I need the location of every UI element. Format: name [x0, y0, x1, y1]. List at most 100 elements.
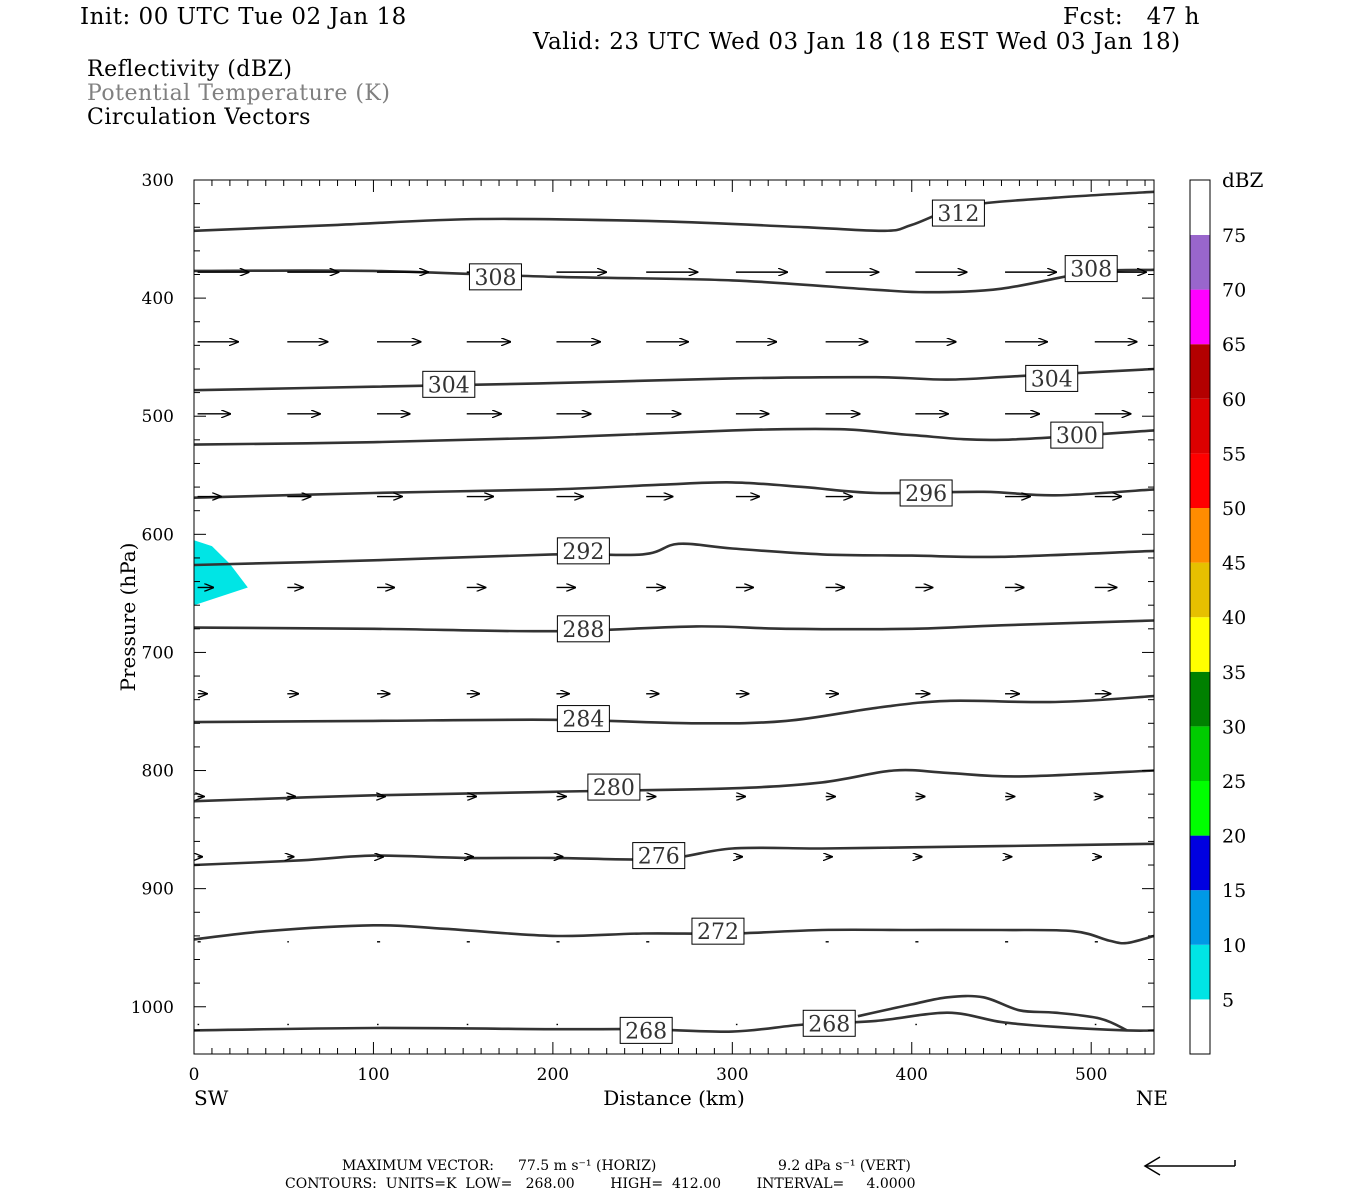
- contour-label-box: [1064, 255, 1118, 283]
- colorbar-tick-label: 65: [1222, 334, 1246, 356]
- theta-contour-284: [194, 694, 1154, 725]
- colorbar-segment: [1190, 508, 1210, 563]
- contour-label-box: [632, 842, 686, 870]
- colorbar-segment: [1190, 890, 1210, 945]
- colorbar-segment: [1190, 562, 1210, 618]
- init-time: Init: 00 UTC Tue 02 Jan 18: [80, 4, 407, 30]
- contour-label: 280: [593, 776, 635, 801]
- colorbar-segment: [1190, 781, 1210, 836]
- y-axis-label: Pressure (hPa): [116, 543, 140, 692]
- contour-label: 288: [562, 618, 604, 643]
- contour-label: 272: [697, 920, 739, 945]
- contour-label-box: [556, 615, 610, 643]
- contour-label: 312: [937, 202, 979, 227]
- legend-circulation-vectors: Circulation Vectors: [87, 105, 311, 130]
- colorbar-tick-label: 45: [1222, 553, 1246, 575]
- colorbar-segment: [1190, 999, 1210, 1054]
- colorbar-segment: [1190, 344, 1210, 399]
- contour-label: 284: [562, 708, 604, 733]
- colorbar-segment: [1190, 944, 1210, 1000]
- contour-label: 296: [905, 482, 947, 507]
- contour-label: 268: [808, 1012, 850, 1037]
- contour-label: 308: [474, 266, 516, 291]
- theta-contour-272: [194, 923, 1154, 945]
- colorbar-tick-label: 55: [1222, 443, 1246, 465]
- contour-label-box: [587, 773, 641, 801]
- theta-contour-312: [194, 190, 1154, 233]
- colorbar-tick-label: 30: [1222, 716, 1246, 738]
- x-left-direction-label: SW: [194, 1086, 229, 1110]
- contour-label-box: [619, 1016, 673, 1044]
- contours-info: CONTOURS: UNITS=K LOW= 268.00 HIGH= 412.…: [285, 1176, 916, 1192]
- y-tick-label: 500: [142, 407, 174, 427]
- y-tick-label: 400: [142, 289, 174, 309]
- colorbar-tick-label: 35: [1222, 662, 1246, 684]
- colorbar-tick-label: 15: [1222, 880, 1246, 902]
- x-tick-label: 400: [896, 1065, 928, 1085]
- forecast-hour: Fcst: 47 h: [1063, 4, 1200, 30]
- colorbar-tick-label: 25: [1222, 771, 1246, 793]
- colorbar-segment: [1190, 671, 1210, 727]
- theta-contour-268: [194, 1011, 1154, 1034]
- contour-label-box: [556, 705, 610, 733]
- contour-label-box: [422, 370, 476, 398]
- theta-contour-308: [194, 268, 1154, 294]
- x-axis-label: Distance (km): [603, 1086, 745, 1110]
- y-tick-label: 300: [142, 171, 174, 191]
- x-tick-label: 100: [357, 1065, 389, 1085]
- x-tick-label: 200: [537, 1065, 569, 1085]
- theta-contour-288: [194, 619, 1154, 633]
- contour-label-box: [899, 479, 953, 507]
- colorbar-tick-label: 10: [1222, 935, 1246, 957]
- contour-label-box: [931, 199, 985, 227]
- colorbar-segment: [1190, 180, 1210, 235]
- colorbar-frame: [1189, 179, 1211, 1055]
- y-tick-label: 600: [142, 525, 174, 545]
- colorbar-tick-label: 50: [1222, 498, 1246, 520]
- y-tick-label: 700: [142, 643, 174, 663]
- contour-label: 292: [562, 540, 604, 565]
- contour-label: 276: [638, 845, 680, 870]
- colorbar-segment: [1190, 453, 1210, 508]
- contour-label: 268: [625, 1019, 667, 1044]
- theta-contour-304: [194, 367, 1154, 392]
- y-tick-label: 1000: [131, 998, 174, 1018]
- x-tick-label: 0: [189, 1065, 200, 1085]
- valid-time: Valid: 23 UTC Wed 03 Jan 18 (18 EST Wed …: [533, 29, 1181, 55]
- theta-contour-296: [194, 481, 1154, 499]
- colorbar-segment: [1190, 835, 1210, 891]
- contour-label: 308: [1070, 258, 1112, 283]
- colorbar-segment: [1190, 726, 1210, 781]
- colorbar-tick-label: 60: [1222, 389, 1246, 411]
- theta-contour-268: [857, 994, 1128, 1032]
- colorbar-tick-label: 40: [1222, 607, 1246, 629]
- colorbar-tick-label: 5: [1222, 989, 1234, 1011]
- legend-reflectivity: Reflectivity (dBZ): [87, 57, 293, 82]
- contour-label-box: [802, 1009, 856, 1037]
- colorbar-tick-label: 70: [1222, 280, 1246, 302]
- colorbar-segment: [1190, 398, 1210, 454]
- contour-label-box: [691, 917, 745, 945]
- theta-contour-292: [194, 542, 1154, 567]
- plot-frame: [193, 179, 1155, 1055]
- contour-label: 300: [1056, 424, 1098, 449]
- colorbar-segment: [1190, 235, 1210, 290]
- contour-label-box: [556, 537, 610, 565]
- reference-vector-arrow-icon: [1143, 1156, 1236, 1176]
- x-tick-label: 300: [716, 1065, 748, 1085]
- contour-label: 304: [428, 373, 470, 398]
- x-right-direction-label: NE: [1136, 1086, 1168, 1110]
- colorbar-tick-label: 20: [1222, 826, 1246, 848]
- contour-label-box: [1025, 364, 1079, 392]
- max-vector-label: MAXIMUM VECTOR:: [342, 1158, 494, 1174]
- y-tick-label: 900: [142, 880, 174, 900]
- max-vector-vertical: 9.2 dPa s⁻¹ (VERT): [778, 1158, 911, 1174]
- colorbar-segment: [1190, 617, 1210, 672]
- colorbar-segment: [1190, 289, 1210, 345]
- legend-potential-temperature: Potential Temperature (K): [87, 81, 391, 106]
- contour-label: 304: [1031, 367, 1073, 392]
- x-tick-label: 500: [1075, 1065, 1107, 1085]
- y-tick-label: 800: [142, 762, 174, 782]
- theta-contour-300: [194, 427, 1154, 446]
